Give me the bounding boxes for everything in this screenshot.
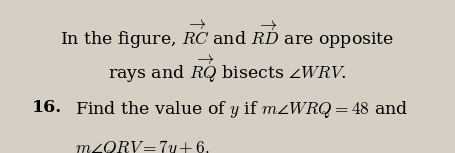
- Text: 16.: 16.: [32, 99, 62, 116]
- Text: $m\angle QRV = 7y + 6.$: $m\angle QRV = 7y + 6.$: [75, 138, 210, 153]
- Text: rays and $\overrightarrow{RQ}$ bisects $\angle WRV$.: rays and $\overrightarrow{RQ}$ bisects $…: [108, 54, 347, 85]
- Text: Find the value of $y$ if $m\angle WRQ = 48$ and: Find the value of $y$ if $m\angle WRQ = …: [75, 99, 408, 120]
- Text: In the figure, $\overrightarrow{RC}$ and $\overrightarrow{RD}$ are opposite: In the figure, $\overrightarrow{RC}$ and…: [61, 18, 394, 51]
